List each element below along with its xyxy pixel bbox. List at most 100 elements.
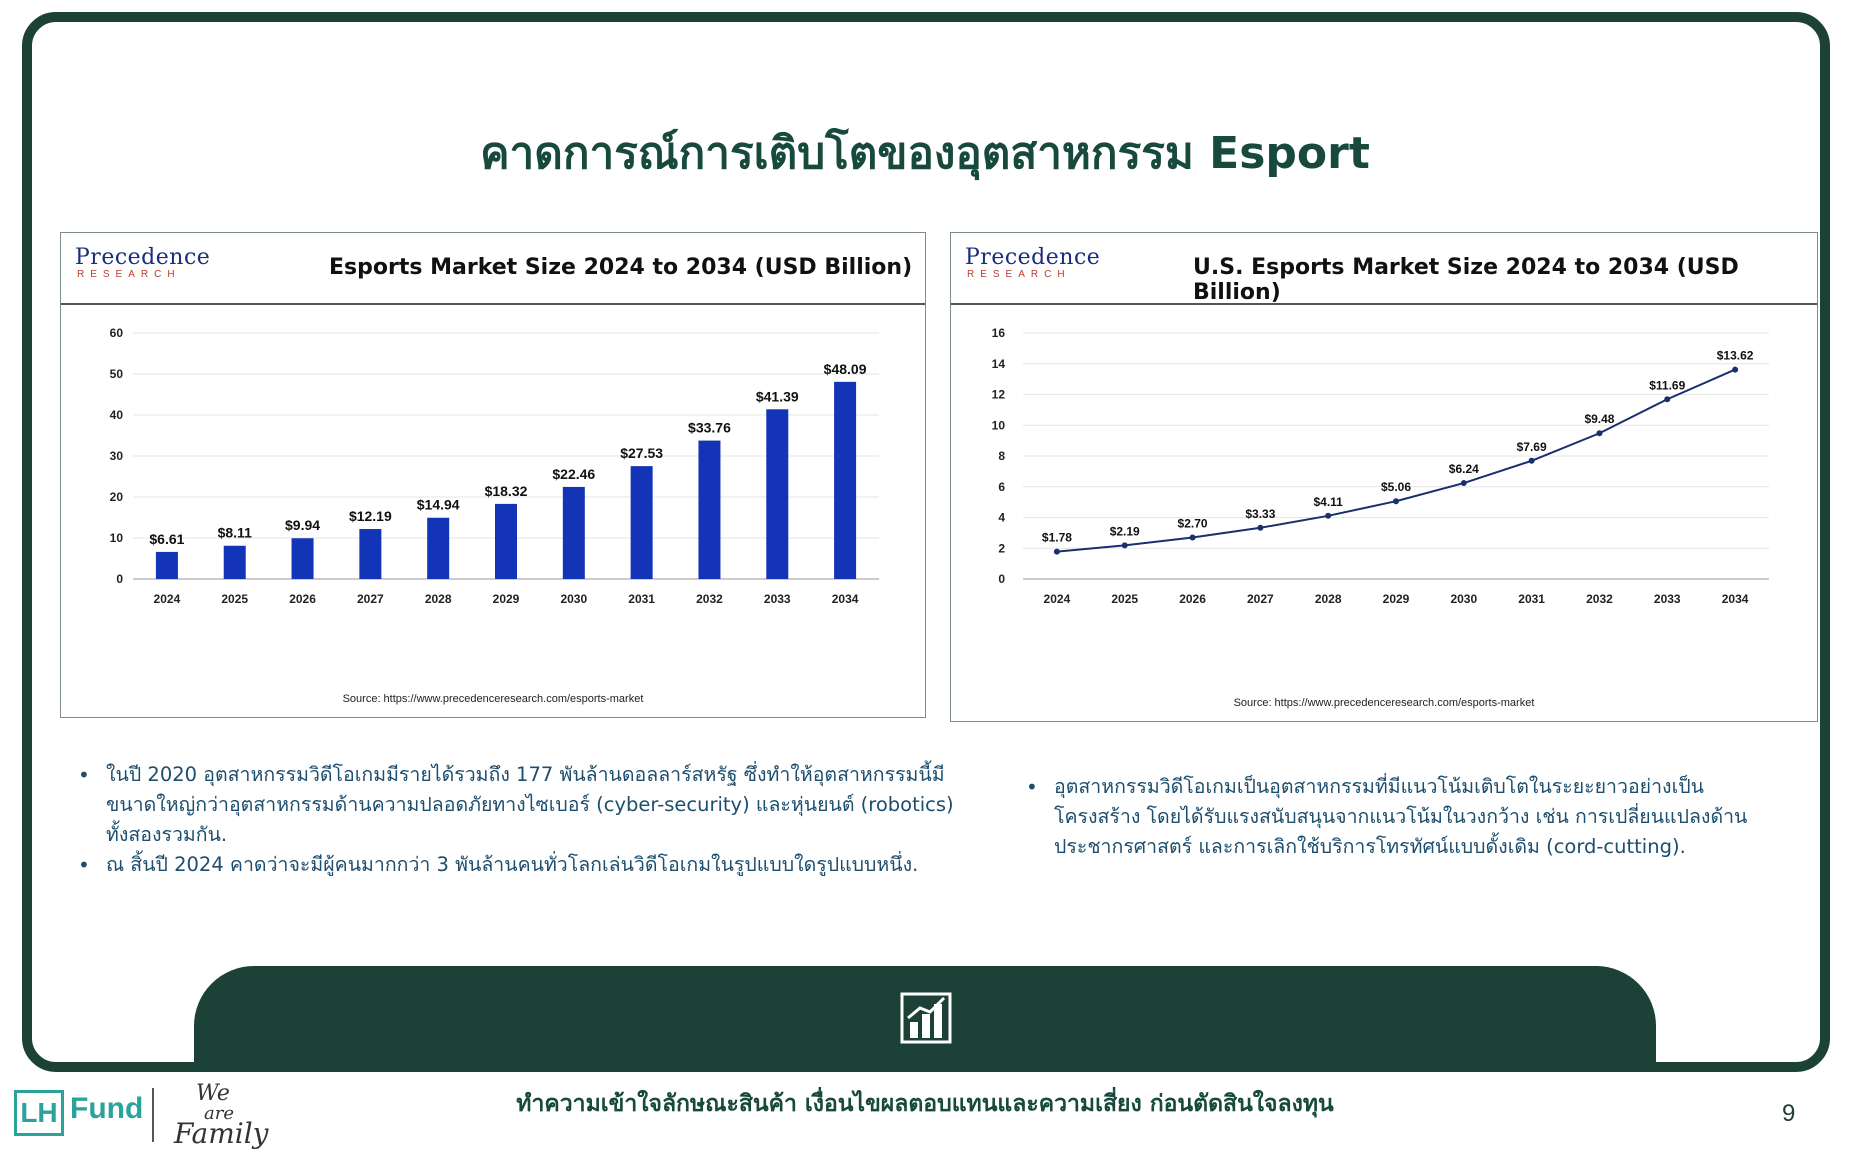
bar (427, 517, 450, 579)
x-tick-label: 2031 (628, 592, 655, 606)
lh-mark: LH (14, 1090, 64, 1136)
logo-bottom-text: RESEARCH (967, 269, 1071, 280)
bar (698, 440, 721, 579)
data-label: $11.69 (1649, 378, 1685, 392)
x-tick-label: 2027 (1247, 592, 1274, 606)
data-label: $33.76 (688, 420, 731, 436)
data-point (1121, 542, 1128, 549)
bar (630, 466, 653, 579)
y-tick-label: 16 (992, 326, 1006, 340)
y-tick-label: 8 (998, 449, 1005, 463)
bar-chart-icon (900, 992, 952, 1044)
x-tick-label: 2026 (1179, 592, 1206, 606)
data-label: $18.32 (485, 483, 528, 499)
line-chart: 0 2 4 6 8 10 12 14 16 $1.78 2024 $2.19 2025 $2.70 2026… (992, 326, 1769, 606)
lh-fund-logo: LH Fund (14, 1086, 144, 1136)
data-label: $48.09 (824, 361, 867, 377)
bar (359, 529, 382, 579)
data-label: $22.46 (552, 466, 595, 482)
data-label: $4.11 (1313, 495, 1343, 509)
bullet-item: ในปี 2020 อุตสาหกรรมวิดีโอเกมมีรายได้รวม… (78, 760, 978, 850)
y-tick-label: 4 (998, 511, 1005, 525)
y-tick-label: 60 (110, 326, 124, 340)
bar (766, 409, 789, 579)
line-chart-card: Precedence RESEARCH U.S. Esports Market … (950, 232, 1818, 722)
x-tick-label: 2027 (357, 592, 384, 606)
precedence-research-logo: Precedence RESEARCH (965, 247, 1100, 287)
y-tick-label: 2 (998, 541, 1005, 555)
data-label: $6.61 (149, 531, 184, 547)
x-tick-label: 2030 (560, 592, 587, 606)
data-label: $1.78 (1042, 531, 1072, 545)
data-point (1732, 366, 1739, 373)
data-label: $2.70 (1178, 516, 1208, 530)
y-tick-label: 50 (110, 367, 124, 381)
data-label: $14.94 (417, 497, 460, 513)
bar (223, 545, 246, 579)
x-tick-label: 2030 (1450, 592, 1477, 606)
chart-header: Precedence RESEARCH Esports Market Size … (61, 233, 925, 305)
bullet-item: ณ สิ้นปี 2024 คาดว่าจะมีผู้คนมากกว่า 3 พ… (78, 850, 978, 880)
footer-tagline: ทำความเข้าใจลักษณะสินค้า เงื่อนไขผลตอบแท… (516, 1091, 1334, 1117)
chart-title: U.S. Esports Market Size 2024 to 2034 (U… (1193, 255, 1739, 305)
y-tick-label: 10 (992, 418, 1006, 432)
x-tick-label: 2034 (832, 592, 859, 606)
bar-chart: 0102030405060$6.612024$8.112025$9.942026… (110, 326, 879, 606)
data-point (1325, 512, 1332, 519)
x-tick-label: 2029 (1383, 592, 1410, 606)
x-tick-label: 2026 (289, 592, 316, 606)
x-tick-label: 2029 (493, 592, 520, 606)
x-tick-label: 2033 (1654, 592, 1681, 606)
logo-top-text: Precedence (75, 245, 211, 270)
x-tick-label: 2028 (1315, 592, 1342, 606)
series-line (1056, 368, 1736, 553)
x-tick-label: 2028 (425, 592, 452, 606)
chart-title: Esports Market Size 2024 to 2034 (USD Bi… (329, 255, 913, 280)
bullet-list-left: ในปี 2020 อุตสาหกรรมวิดีโอเกมมีรายได้รวม… (78, 760, 978, 880)
page-title: คาดการณ์การเติบโตของอุตสาหกรรม Esport (480, 128, 1370, 179)
data-point (1528, 457, 1535, 464)
data-label: $8.11 (218, 525, 252, 541)
y-tick-label: 20 (110, 490, 124, 504)
bullet-list-right: อุตสาหกรรมวิดีโอเกมเป็นอุตสาหกรรมที่มีแน… (1026, 772, 1766, 862)
y-tick-label: 12 (992, 388, 1006, 402)
data-point (1053, 548, 1060, 555)
y-tick-label: 14 (992, 357, 1006, 371)
data-label: $7.69 (1517, 440, 1547, 454)
data-label: $9.94 (285, 517, 320, 533)
y-tick-label: 10 (110, 531, 124, 545)
logo-divider (152, 1088, 154, 1142)
data-label: $41.39 (756, 388, 799, 404)
x-tick-label: 2024 (154, 592, 181, 606)
y-tick-label: 0 (116, 572, 123, 586)
data-point (1189, 534, 1196, 541)
bar (834, 381, 857, 579)
data-label: $13.62 (1717, 349, 1754, 363)
fund-text: Fund (70, 1092, 144, 1125)
data-label: $2.19 (1110, 524, 1140, 538)
data-label: $27.53 (620, 445, 663, 461)
logo-bottom-text: RESEARCH (77, 269, 181, 280)
page-number: 9 (1782, 1100, 1796, 1127)
data-label: $3.33 (1245, 507, 1275, 521)
bar (562, 486, 585, 579)
x-tick-label: 2024 (1044, 592, 1071, 606)
chart-source: Source: https://www.precedenceresearch.c… (1233, 697, 1535, 709)
y-tick-label: 30 (110, 449, 124, 463)
signature-line: We (196, 1081, 230, 1106)
x-tick-label: 2032 (1586, 592, 1613, 606)
we-are-family-logo: We are Family (170, 1081, 270, 1150)
x-tick-label: 2025 (1111, 592, 1138, 606)
x-tick-label: 2031 (1518, 592, 1545, 606)
y-tick-label: 6 (998, 480, 1005, 494)
bar (155, 551, 178, 579)
bullet-item: อุตสาหกรรมวิดีโอเกมเป็นอุตสาหกรรมที่มีแน… (1026, 772, 1766, 862)
data-point (1257, 524, 1264, 531)
x-tick-label: 2034 (1722, 592, 1749, 606)
data-point (1393, 498, 1399, 505)
chart-header: Precedence RESEARCH U.S. Esports Market … (951, 233, 1817, 305)
signature-line: Family (174, 1117, 269, 1150)
data-point (1460, 480, 1467, 487)
precedence-research-logo: Precedence RESEARCH (75, 245, 211, 287)
data-point (1596, 430, 1603, 437)
